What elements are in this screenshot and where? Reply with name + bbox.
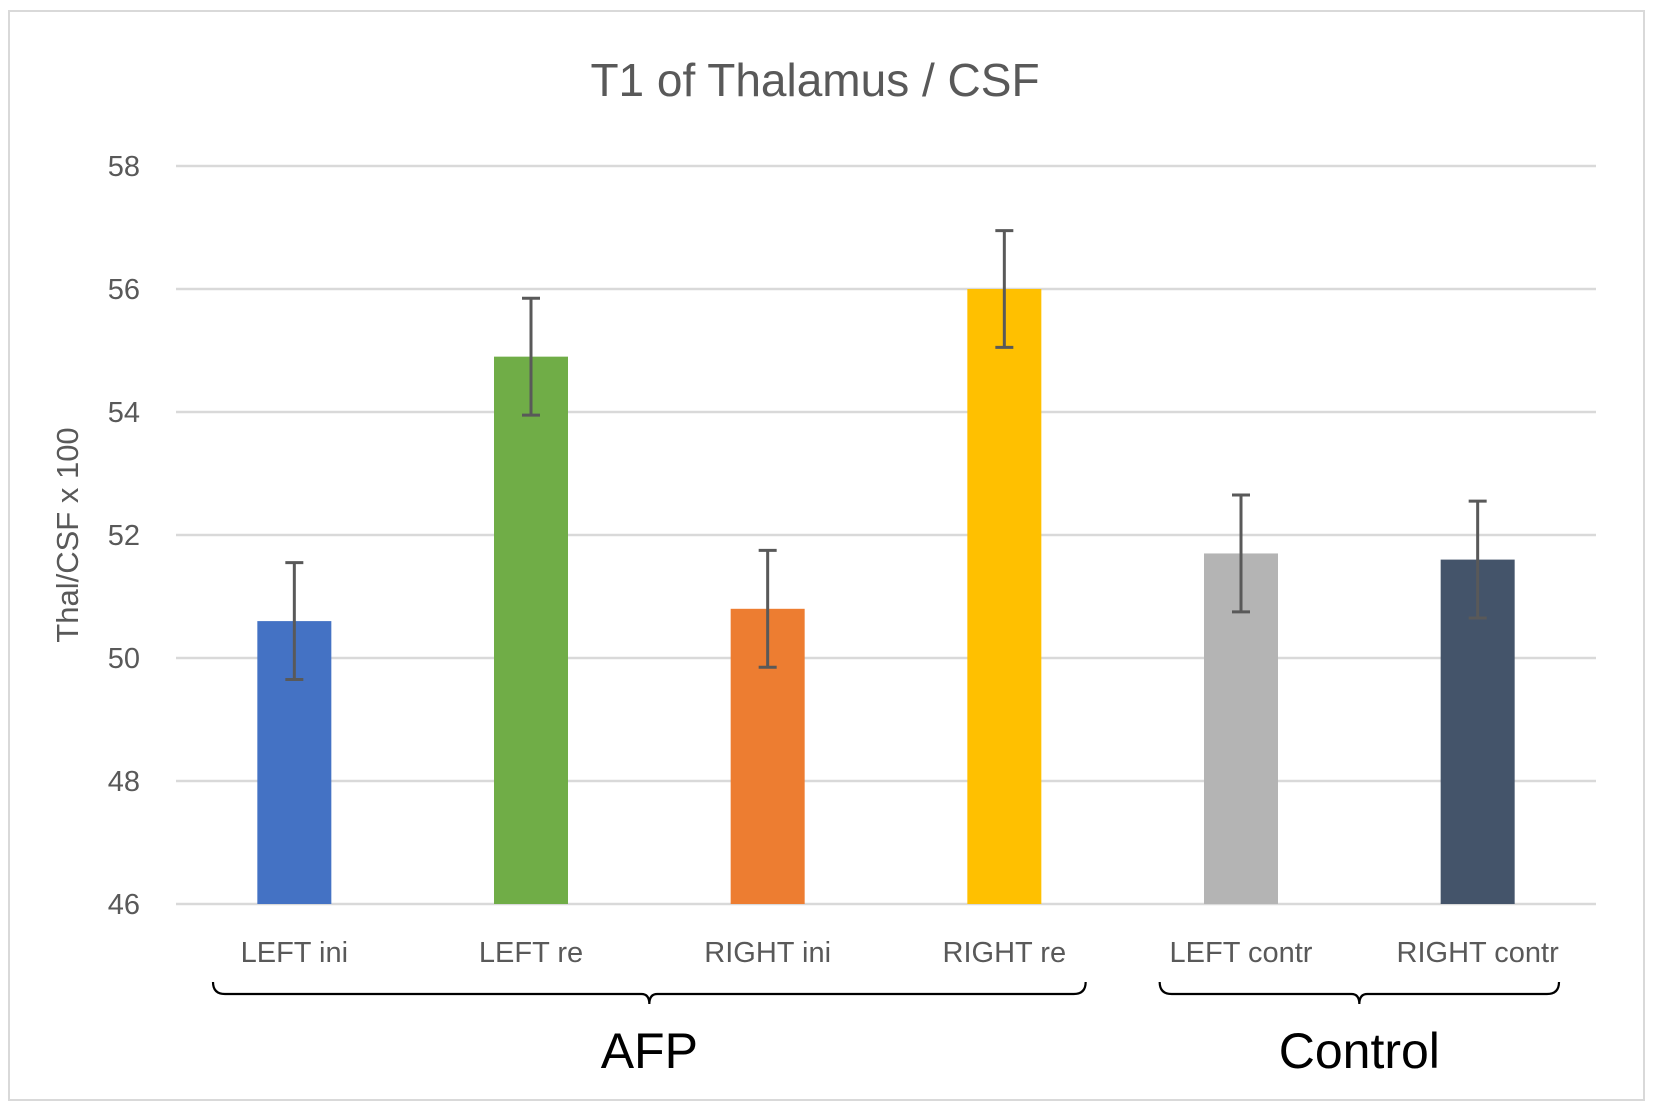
x-tick-label-5: LEFT contr xyxy=(1170,937,1313,969)
x-tick-label-6: RIGHT contr xyxy=(1397,937,1560,969)
group-label-control: Control xyxy=(1279,1023,1440,1079)
group-label-afp: AFP xyxy=(601,1023,698,1079)
y-tick-label-58: 58 xyxy=(108,151,140,183)
y-tick-label-50: 50 xyxy=(108,643,140,675)
bar-left-re xyxy=(494,356,568,904)
error-bar-3 xyxy=(758,548,777,669)
error-bar-1 xyxy=(285,561,304,682)
x-tick-labels: LEFT ini LEFT re RIGHT ini RIGHT re LEFT con… xyxy=(241,937,1560,969)
error-bar-6 xyxy=(1468,499,1487,620)
chart-frame xyxy=(8,10,1645,1101)
group-bracket-control xyxy=(1158,981,1561,1005)
bars xyxy=(257,289,1515,904)
y-tick-label-56: 56 xyxy=(108,274,140,306)
error-bar-4 xyxy=(995,229,1014,349)
y-tick-labels: 46 48 50 52 54 56 58 xyxy=(108,151,140,921)
chart-title: T1 of Thalamus / CSF xyxy=(590,54,1039,106)
y-tick-label-52: 52 xyxy=(108,520,140,552)
x-tick-label-3: RIGHT ini xyxy=(704,937,831,969)
error-bar-2 xyxy=(522,296,540,417)
x-tick-label-1: LEFT ini xyxy=(241,937,348,969)
gridlines xyxy=(176,164,1596,906)
y-tick-label-54: 54 xyxy=(108,397,140,429)
y-tick-label-46: 46 xyxy=(108,889,140,921)
group-brackets: AFP Control xyxy=(211,981,1561,1079)
y-axis-label: Thal/CSF x 100 xyxy=(50,427,85,642)
x-tick-label-2: LEFT re xyxy=(479,937,583,969)
y-tick-label-48: 48 xyxy=(108,766,140,798)
error-bars xyxy=(285,229,1487,682)
bar-right-re xyxy=(967,289,1042,904)
x-tick-label-4: RIGHT re xyxy=(943,937,1067,969)
group-bracket-afp xyxy=(211,981,1087,1005)
error-bar-5 xyxy=(1232,493,1250,614)
